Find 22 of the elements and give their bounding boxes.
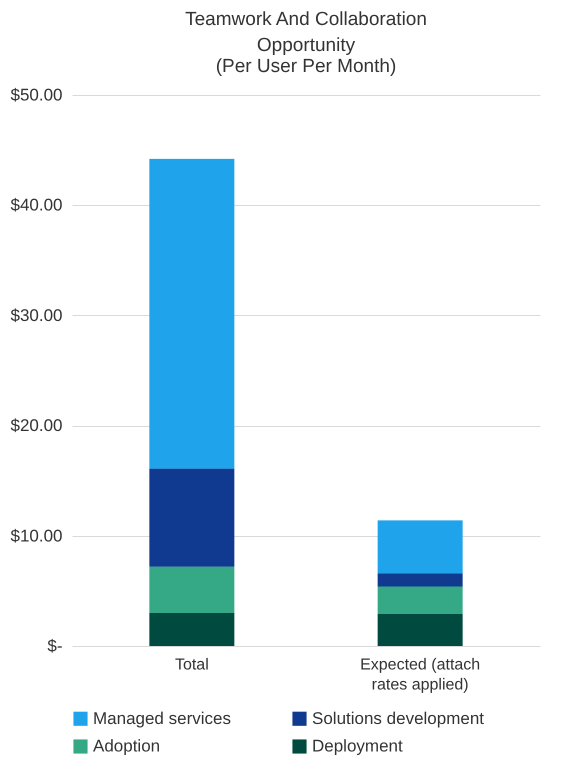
bar (378, 520, 463, 574)
legend-label: Managed services (93, 708, 231, 728)
legend-label: Adoption (93, 736, 160, 756)
bar (378, 573, 463, 586)
y-tick-label: $20.00 (10, 416, 62, 436)
chart-title: Teamwork And Collaboration Opportunity (185, 9, 427, 56)
bar (378, 614, 463, 646)
y-tick-label: $- (47, 636, 62, 656)
bar (149, 468, 234, 567)
bar (149, 158, 234, 469)
legend-label: Deployment (312, 736, 403, 756)
x-tick-label: Expected (attach rates applied) (360, 656, 480, 694)
y-tick-label: $50.00 (10, 86, 62, 104)
y-tick-label: $40.00 (10, 196, 62, 215)
chart-subtitle: (Per User Per Month) (216, 56, 396, 77)
bar (378, 586, 463, 614)
bar (149, 566, 234, 613)
legend-label: Solutions development (312, 708, 484, 728)
y-tick-label: $10.00 (10, 526, 62, 546)
y-tick-label: $30.00 (10, 306, 62, 325)
x-tick-label: Total (174, 656, 209, 674)
bar (149, 612, 234, 646)
